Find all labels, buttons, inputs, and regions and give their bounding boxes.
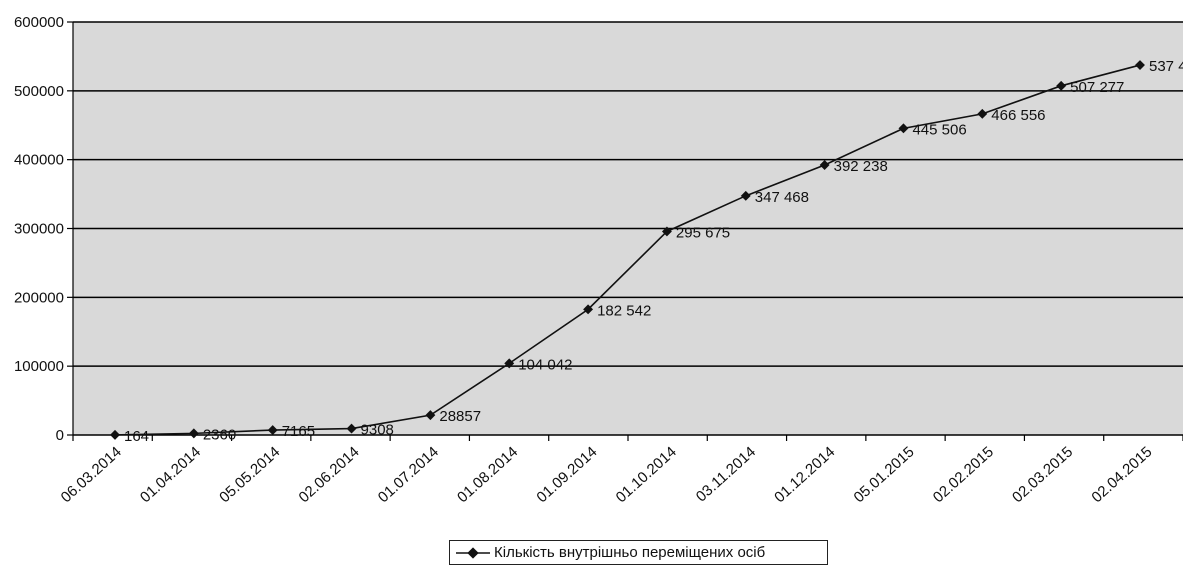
x-tick-label: 02.02.2015 bbox=[930, 443, 997, 506]
x-tick-label: 01.10.2014 bbox=[613, 443, 680, 506]
data-label: 537 44 bbox=[1149, 58, 1183, 75]
data-point bbox=[819, 160, 830, 170]
series-group: 164 2360 7165 9308 28857 104 042 182 542 295 67… bbox=[110, 58, 1183, 445]
x-tick-label: 02.04.2015 bbox=[1088, 443, 1155, 506]
y-axis: 0 100000 200000 300000 400000 500000 600000 bbox=[14, 14, 74, 444]
data-point bbox=[661, 226, 672, 237]
data-point bbox=[267, 425, 278, 436]
data-point bbox=[425, 410, 436, 421]
data-label: 445 506 bbox=[912, 121, 966, 138]
y-tick-label: 200000 bbox=[14, 289, 64, 306]
x-tick-label: 06.03.2014 bbox=[58, 443, 125, 506]
data-label: 28857 bbox=[439, 408, 481, 425]
data-point bbox=[346, 423, 357, 434]
data-point bbox=[740, 190, 751, 201]
x-tick-label: 01.08.2014 bbox=[454, 443, 521, 506]
data-label: 2360 bbox=[203, 426, 236, 443]
data-label: 466 556 bbox=[991, 107, 1045, 124]
y-tick-label: 400000 bbox=[14, 152, 64, 169]
data-point bbox=[977, 108, 988, 119]
legend: Кількість внутрішньо переміщених осіб bbox=[449, 540, 828, 565]
x-tick-label: 05.05.2014 bbox=[216, 443, 283, 506]
legend-label: Кількість внутрішньо переміщених осіб bbox=[494, 544, 766, 561]
y-tick-label: 100000 bbox=[14, 358, 64, 375]
data-label: 104 042 bbox=[518, 356, 572, 373]
x-axis: 06.03.2014 01.04.2014 05.05.2014 02.06.2014… bbox=[58, 435, 1183, 506]
data-label: 9308 bbox=[361, 422, 394, 439]
data-label: 507 277 bbox=[1070, 79, 1124, 96]
x-tick-label: 02.03.2015 bbox=[1009, 443, 1076, 506]
y-tick-label: 500000 bbox=[14, 83, 64, 100]
line-chart: 0 100000 200000 300000 400000 500000 600000 06… bbox=[14, 14, 1183, 506]
x-tick-label: 05.01.2015 bbox=[851, 443, 918, 506]
data-point bbox=[504, 358, 515, 369]
data-label: 7165 bbox=[282, 423, 315, 440]
data-point bbox=[1135, 60, 1145, 71]
x-tick-label: 01.12.2014 bbox=[771, 443, 838, 506]
data-label: 295 675 bbox=[676, 224, 730, 241]
x-tick-label: 01.09.2014 bbox=[533, 443, 600, 506]
y-tick-label: 300000 bbox=[14, 221, 64, 238]
x-tick-label: 03.11.2014 bbox=[693, 443, 759, 505]
legend-marker-icon bbox=[456, 546, 490, 560]
data-label: 347 468 bbox=[755, 189, 809, 206]
x-tick-label: 01.04.2014 bbox=[137, 443, 204, 506]
x-tick-label: 01.07.2014 bbox=[375, 443, 442, 506]
data-label: 164 bbox=[124, 428, 149, 445]
data-label: 182 542 bbox=[597, 302, 651, 319]
data-point bbox=[898, 123, 909, 134]
series-line bbox=[114, 64, 1141, 436]
data-point bbox=[1056, 80, 1067, 91]
data-point bbox=[583, 304, 594, 315]
gridlines bbox=[73, 21, 1183, 436]
y-tick-label: 600000 bbox=[14, 14, 64, 31]
data-point bbox=[188, 428, 199, 439]
data-label: 392 238 bbox=[834, 158, 888, 175]
x-tick-label: 02.06.2014 bbox=[296, 443, 363, 506]
y-tick-label: 0 bbox=[56, 427, 64, 444]
